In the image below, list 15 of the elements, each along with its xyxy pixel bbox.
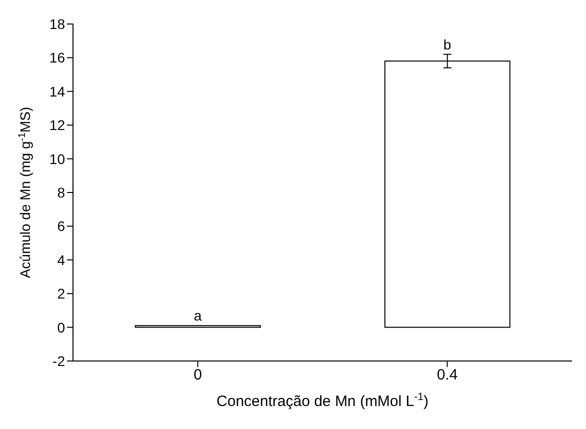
y-tick-label: 2 [57,286,66,302]
y-tick-label: 16 [49,50,66,66]
annotation: b [443,36,452,52]
y-tick-label: 10 [49,150,66,167]
y-tick-label: 18 [49,16,66,32]
y-tick-label: 12 [49,117,66,134]
x-tick-label: 0.4 [436,366,458,384]
annotation: a [194,308,202,324]
y-tick-label: 14 [49,83,66,100]
y-tick-label: 8 [57,184,66,200]
y-tick-label: 6 [57,218,66,234]
y-tick-label: 4 [57,252,66,268]
y-tick-label: 0 [57,319,66,336]
x-axis-title: Concentração de Mn (mMol L$^{-1}$) [216,391,428,410]
y-tick-label: -2 [52,352,66,369]
